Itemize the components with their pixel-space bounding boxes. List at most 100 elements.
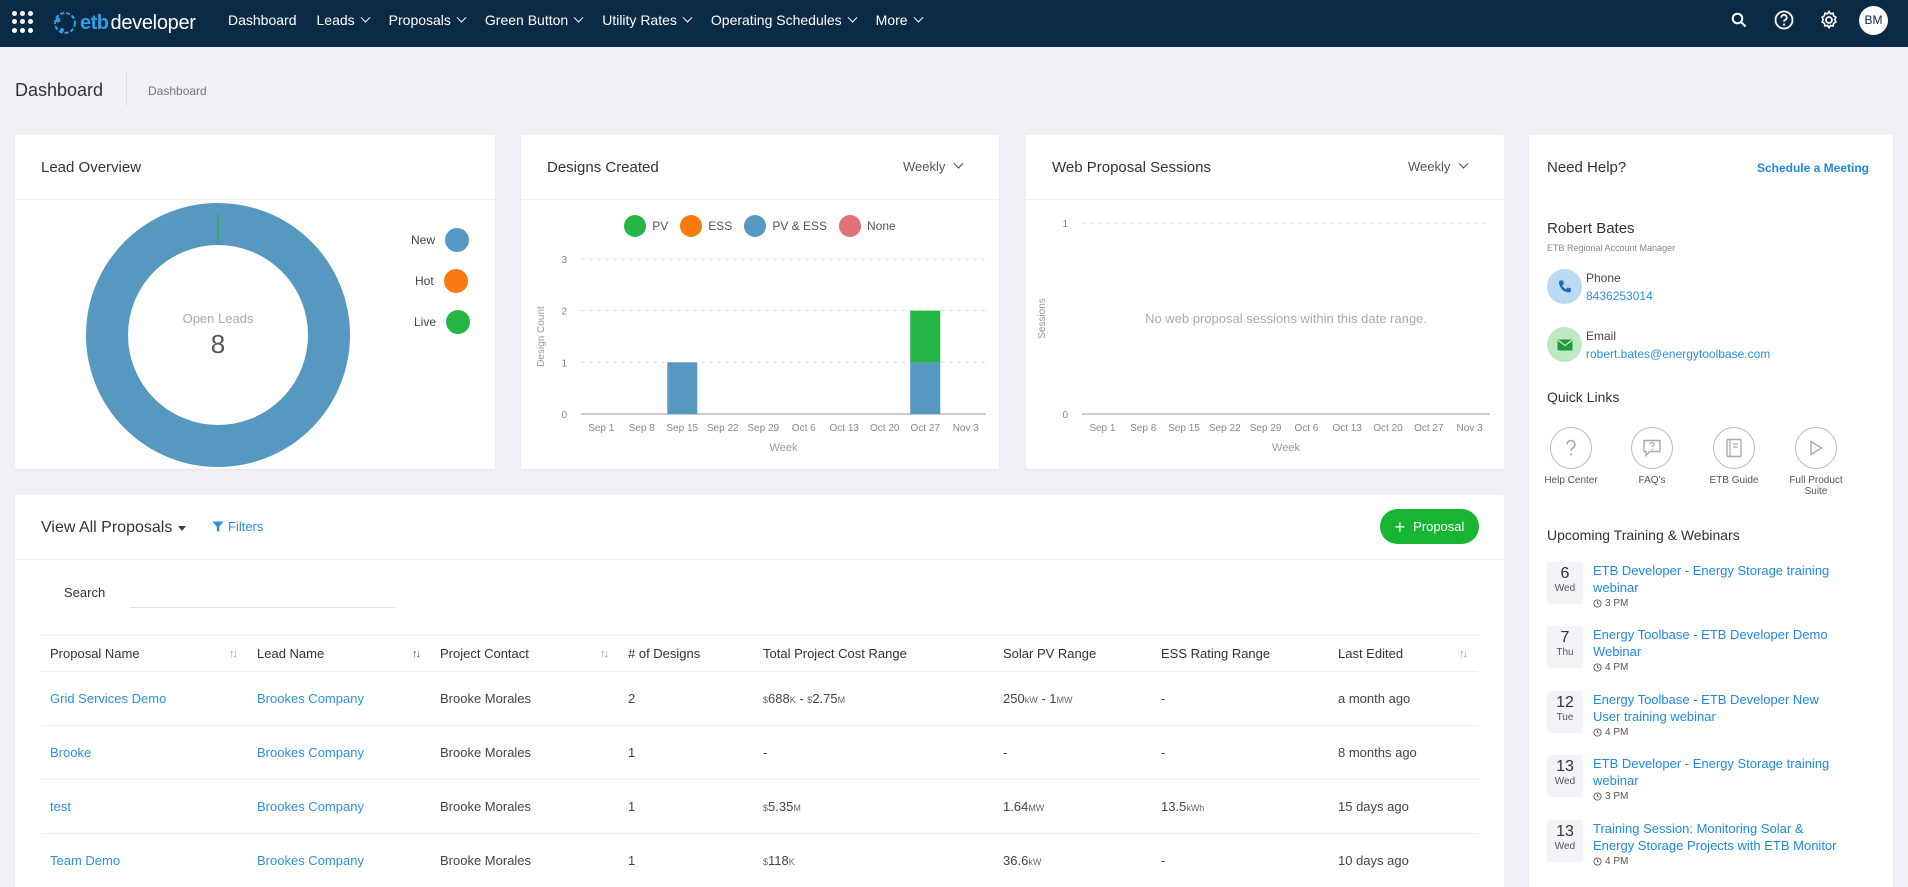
event-title-link[interactable]: ETB Developer - Energy Storage training … xyxy=(1593,563,1830,595)
quick-link-faqs[interactable]: FAQ's xyxy=(1617,427,1687,486)
nav-leads[interactable]: Leads xyxy=(317,12,371,28)
x-tick-label: Oct 20 xyxy=(870,423,900,434)
currency-symbol: $ xyxy=(763,695,769,705)
col-last-edited[interactable]: Last Edited ↑↓ xyxy=(1329,635,1478,672)
sort-icon[interactable]: ↑↓ xyxy=(229,648,238,660)
sessions-period-dropdown[interactable]: Weekly xyxy=(1408,158,1469,174)
play-icon xyxy=(1795,427,1837,469)
pv-min-unit: kW xyxy=(1024,695,1038,705)
search-icon[interactable] xyxy=(1724,5,1754,35)
col-project-contact[interactable]: Project Contact ↑↓ xyxy=(431,635,619,672)
proposal-name-link[interactable]: test xyxy=(50,799,71,814)
search-label: Search xyxy=(64,585,106,600)
phone-value[interactable]: 8436253014 xyxy=(1586,289,1653,303)
pv-max-unit: MW xyxy=(1056,695,1073,705)
card-divider xyxy=(15,559,1504,560)
x-tick-label: Oct 13 xyxy=(830,423,860,434)
table-row[interactable]: Brooke Brookes Company Brooke Morales 1 … xyxy=(41,725,1478,780)
card-divider xyxy=(521,199,999,200)
sort-icon[interactable]: ↑↓ xyxy=(600,648,609,660)
quick-links-title: Quick Links xyxy=(1547,389,1620,405)
nav-dashboard[interactable]: Dashboard xyxy=(228,12,297,28)
sort-icon[interactable]: ↑↓ xyxy=(1459,648,1468,660)
cell-project-contact: Brooke Morales xyxy=(431,725,619,780)
quick-link-etb-guide[interactable]: ETB Guide xyxy=(1699,427,1769,486)
event-time-text: 3 PM xyxy=(1605,791,1629,802)
col-solar-pv-label: Solar PV Range xyxy=(1003,646,1097,661)
bar-pv-ess[interactable] xyxy=(667,362,698,414)
page-title: Dashboard xyxy=(15,80,104,100)
lead-name-link[interactable]: Brookes Company xyxy=(257,691,364,706)
table-row[interactable]: test Brookes Company Brooke Morales 1 $5… xyxy=(41,779,1478,834)
ess-value: - xyxy=(1161,853,1166,868)
event-title-link[interactable]: Energy Toolbase - ETB Developer Demo Web… xyxy=(1593,627,1828,659)
add-proposal-button[interactable]: + Proposal xyxy=(1380,509,1479,544)
book-icon xyxy=(1713,427,1755,469)
col-proposal-name[interactable]: Proposal Name ↑↓ xyxy=(41,635,248,672)
event-title-link[interactable]: ETB Developer - Energy Storage training … xyxy=(1593,756,1830,788)
nav-more[interactable]: More xyxy=(876,12,924,28)
bar-pv[interactable] xyxy=(910,310,941,363)
event-weekday: Thu xyxy=(1556,647,1574,658)
nav-utility-rates[interactable]: Utility Rates xyxy=(602,12,693,28)
web-sessions-card: Web Proposal Sessions Weekly No web prop… xyxy=(1026,135,1504,469)
nav-green-button[interactable]: Green Button xyxy=(485,12,584,28)
header-divider xyxy=(126,72,127,106)
etb-logo[interactable]: etb developer xyxy=(52,6,196,40)
proposal-name-link[interactable]: Team Demo xyxy=(50,853,121,868)
help-icon[interactable] xyxy=(1769,5,1799,35)
legend-live[interactable]: Live xyxy=(414,310,471,334)
lead-name-link[interactable]: Brookes Company xyxy=(257,853,364,868)
lead-name-link[interactable]: Brookes Company xyxy=(257,799,364,814)
event-item: 13 Wed Training Session: Monitoring Solar… xyxy=(1547,820,1847,867)
event-weekday: Wed xyxy=(1554,841,1576,852)
legend-new[interactable]: New xyxy=(411,228,470,252)
cell-last-edited: 15 days ago xyxy=(1329,779,1478,834)
filters-button[interactable]: Filters xyxy=(212,519,263,534)
legend-none[interactable]: None xyxy=(839,215,896,237)
cell-project-contact: Brooke Morales xyxy=(431,671,619,726)
x-tick-label: Sep 8 xyxy=(629,423,656,434)
rep-role: ETB Regional Account Manager xyxy=(1547,243,1676,253)
legend-pv-ess[interactable]: PV & ESS xyxy=(744,215,827,237)
col-num-designs: # of Designs xyxy=(619,635,754,672)
legend-none-label: None xyxy=(867,219,896,233)
app-grid-icon[interactable] xyxy=(12,11,34,33)
nav-utility-rates-label: Utility Rates xyxy=(602,12,677,28)
top-navbar: etb developer Dashboard Leads Proposals … xyxy=(0,0,1908,47)
col-lead-name[interactable]: Lead Name ↑↓ xyxy=(248,635,431,672)
table-row[interactable]: Team Demo Brookes Company Brooke Morales… xyxy=(41,833,1478,887)
view-all-proposals-dropdown[interactable]: View All Proposals xyxy=(41,519,187,537)
cell-last-edited: 8 months ago xyxy=(1329,725,1478,780)
search-input[interactable] xyxy=(130,573,396,608)
bar-pv-ess[interactable] xyxy=(910,362,941,414)
event-title-link[interactable]: Energy Toolbase - ETB Developer New User… xyxy=(1593,692,1819,724)
pv-min-value: 250 xyxy=(1003,691,1025,706)
quick-link-full-product-suite[interactable]: Full Product Suite xyxy=(1781,427,1851,497)
legend-pv[interactable]: PV xyxy=(624,215,668,237)
table-row[interactable]: Grid Services Demo Brookes Company Brook… xyxy=(41,671,1478,726)
schedule-meeting-link[interactable]: Schedule a Meeting xyxy=(1756,161,1869,175)
pv-min-unit: MW xyxy=(1028,803,1045,813)
quick-link-help-center[interactable]: Help Center xyxy=(1536,427,1606,486)
sort-asc-icon[interactable]: ↑↓ xyxy=(412,648,421,660)
lead-name-link[interactable]: Brookes Company xyxy=(257,745,364,760)
clock-icon xyxy=(1593,663,1602,672)
pv-min-value: 36.6 xyxy=(1003,853,1029,868)
x-tick-label: Sep 15 xyxy=(1168,423,1200,434)
contact-email: Email robert.bates@energytoolbase.com xyxy=(1547,327,1770,362)
user-avatar[interactable]: BM xyxy=(1859,5,1888,35)
legend-ess[interactable]: ESS xyxy=(680,215,732,237)
nav-proposals[interactable]: Proposals xyxy=(389,12,467,28)
nav-operating-schedules[interactable]: Operating Schedules xyxy=(711,12,858,28)
designs-period-dropdown[interactable]: Weekly xyxy=(903,158,964,174)
proposal-name-link[interactable]: Brooke xyxy=(50,745,92,760)
proposal-name-link[interactable]: Grid Services Demo xyxy=(50,691,167,706)
legend-hot[interactable]: Hot xyxy=(415,269,468,293)
designs-bar-chart: 0 1 2 3 Sep 1 Sep 8 Sep 15 Sep 22 Sep 29 Oct 6 Oct… xyxy=(536,255,986,454)
help-title: Need Help? xyxy=(1547,159,1627,176)
email-value[interactable]: robert.bates@energytoolbase.com xyxy=(1586,347,1771,361)
event-title-link[interactable]: Training Session: Monitoring Solar & Ene… xyxy=(1593,821,1837,853)
y-tick-label: 1 xyxy=(561,358,567,369)
gear-icon[interactable] xyxy=(1814,5,1844,35)
